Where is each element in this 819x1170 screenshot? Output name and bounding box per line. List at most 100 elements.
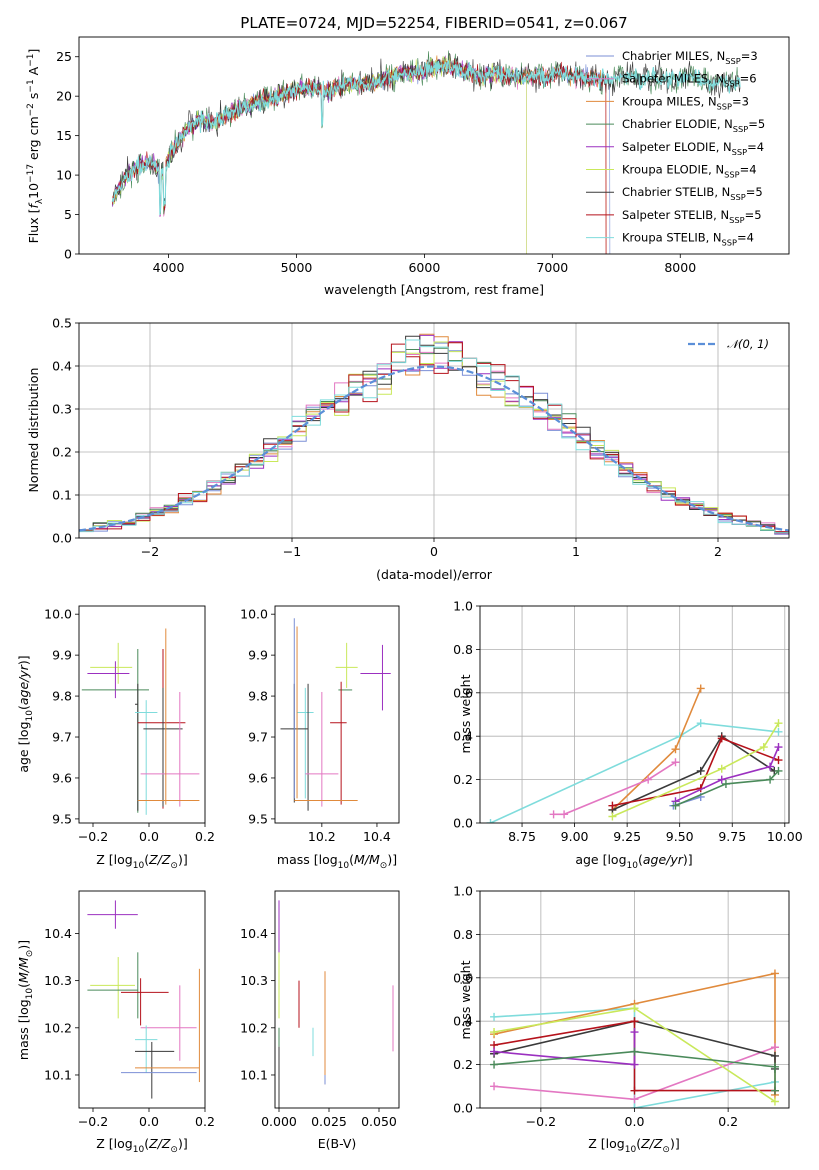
legend-label: Kroupa MILES, NSSP=3 bbox=[622, 94, 749, 111]
weight-marker-kroupa_miles bbox=[671, 745, 680, 754]
weight-marker-salpeter_miles bbox=[770, 1043, 779, 1052]
y-tick-label: 0.6 bbox=[453, 970, 473, 985]
y-axis-label: age [log10(age/yr)] bbox=[16, 655, 35, 772]
y-tick-label: 0.8 bbox=[453, 642, 473, 657]
normal-curve bbox=[79, 365, 789, 532]
y-tick-label: 0.8 bbox=[453, 927, 473, 942]
axes-frame bbox=[78, 890, 206, 1109]
weight-marker-chabrier_elodie bbox=[774, 766, 783, 775]
axes-frame bbox=[78, 605, 206, 824]
weight-marker-kroupa_elodie bbox=[630, 1004, 639, 1013]
axes-age_vs_mass: 10.2 10.4 9.5 9.6 9.7 9.8 9.9 10.0 bbox=[240, 605, 400, 844]
y-tick-label: 0.0 bbox=[453, 816, 473, 831]
weight-line-salpeter_elodie bbox=[675, 746, 780, 803]
x-tick-label: 10.4 bbox=[363, 829, 391, 844]
weight-marker-kroupa_stelib bbox=[490, 1012, 499, 1021]
y-tick-label: 10.0 bbox=[44, 607, 72, 622]
y-tick-label: 9.9 bbox=[52, 648, 72, 663]
plot-area bbox=[87, 900, 200, 1099]
weight-marker-kroupa_stelib bbox=[486, 819, 495, 823]
weight-marker-kroupa_elodie bbox=[759, 743, 768, 752]
x-axis-label: age [log10(age/yr)] bbox=[575, 852, 692, 871]
weight-marker-salpeter_stelib bbox=[717, 734, 726, 743]
y-tick-label: 0.1 bbox=[52, 488, 72, 503]
y-tick-label: 20 bbox=[56, 89, 72, 104]
legend-label: Chabrier STELIB, NSSP=5 bbox=[622, 185, 763, 202]
weight-marker-chabrier_stelib bbox=[696, 766, 705, 775]
y-tick-label: 0.2 bbox=[453, 772, 473, 787]
weight-marker-chabrier_stelib bbox=[770, 1051, 779, 1060]
y-tick-label: 0.6 bbox=[453, 685, 473, 700]
weight-marker-salpeter_miles bbox=[644, 775, 653, 784]
weight-line-salpeter_miles bbox=[553, 761, 676, 816]
y-tick-label: 9.7 bbox=[248, 730, 268, 745]
weight-marker-salpeter_miles bbox=[630, 1095, 639, 1104]
axes-frame bbox=[78, 322, 790, 539]
weight-marker-kroupa_stelib bbox=[630, 1104, 639, 1108]
x-tick-label: 0.050 bbox=[361, 1114, 397, 1129]
weight-line-kroupa_stelib bbox=[490, 722, 779, 823]
x-tick-label: 0 bbox=[430, 544, 438, 559]
axes-frame bbox=[274, 605, 400, 824]
y-tick-label: 9.6 bbox=[52, 770, 72, 785]
weight-marker-salpeter_miles bbox=[560, 810, 569, 819]
x-tick-label: 2 bbox=[714, 544, 722, 559]
y-tick-label: 0.5 bbox=[52, 316, 72, 331]
y-tick-label: 0.3 bbox=[52, 402, 72, 417]
weight-marker-salpeter_stelib bbox=[774, 756, 783, 765]
plot-area bbox=[486, 684, 783, 823]
weight-line-kroupa_elodie bbox=[612, 722, 780, 818]
x-tick-label: 0.000 bbox=[261, 1114, 297, 1129]
y-axis-label: Flux [fλ10−17 erg cm−2 s−1 A−1] bbox=[26, 49, 45, 244]
x-tick-label: 0.0 bbox=[139, 1114, 159, 1129]
x-tick-label: −0.2 bbox=[526, 1114, 556, 1129]
y-tick-label: 10.4 bbox=[240, 926, 268, 941]
y-axis-label: mass weight bbox=[458, 960, 473, 1039]
weight-marker-kroupa_miles bbox=[770, 969, 779, 978]
x-tick-label: 1 bbox=[572, 544, 580, 559]
weight-marker-chabrier_elodie bbox=[671, 801, 680, 810]
histogram-kroupa_stelib bbox=[79, 339, 789, 534]
y-tick-label: 10.2 bbox=[240, 1020, 268, 1035]
legend-label: Salpeter MILES, NSSP=6 bbox=[622, 72, 757, 89]
axes-frame bbox=[479, 890, 790, 1109]
legend-label: Kroupa STELIB, NSSP=4 bbox=[622, 231, 754, 248]
y-tick-label: 0.0 bbox=[52, 531, 72, 546]
x-tick-label: 9.50 bbox=[666, 829, 694, 844]
axes-mass_vs_EBV: 0.000 0.025 0.050 10.1 10.2 10.3 10.4 bbox=[240, 890, 400, 1129]
x-tick-label: 10.00 bbox=[767, 829, 803, 844]
y-tick-label: 10.0 bbox=[240, 607, 268, 622]
y-tick-label: 9.6 bbox=[248, 770, 268, 785]
axes-frame bbox=[479, 605, 790, 824]
y-tick-label: 0.4 bbox=[52, 359, 72, 374]
x-tick-label: −1 bbox=[283, 544, 301, 559]
weight-line-kroupa_miles bbox=[493, 972, 776, 1095]
y-tick-label: 9.8 bbox=[248, 689, 268, 704]
x-tick-label: 9.75 bbox=[718, 829, 746, 844]
axes-mass_vs_Z: −0.2 0.0 0.2 10.1 10.2 10.3 10.4 bbox=[44, 890, 215, 1129]
y-tick-label: 5 bbox=[64, 207, 72, 222]
x-tick-label: 0.2 bbox=[195, 1114, 215, 1129]
x-tick-label: −0.2 bbox=[78, 829, 108, 844]
weight-line-chabrier_elodie bbox=[493, 1050, 776, 1091]
x-axis-label: mass [log10(M/M⊙)] bbox=[277, 852, 397, 871]
weight-line-chabrier_elodie bbox=[675, 770, 780, 807]
weight-marker-kroupa_stelib bbox=[696, 719, 705, 728]
y-tick-label: 9.5 bbox=[52, 811, 72, 826]
x-tick-label: 8000 bbox=[664, 260, 696, 275]
weight-marker-salpeter_stelib bbox=[630, 1017, 639, 1026]
weight-line-salpeter_stelib bbox=[612, 737, 779, 807]
legend-label: Kroupa ELODIE, NSSP=4 bbox=[622, 163, 757, 180]
weight-marker-salpeter_stelib bbox=[630, 1086, 639, 1095]
weight-marker-kroupa_elodie bbox=[774, 719, 783, 728]
weight-marker-kroupa_elodie bbox=[770, 1097, 779, 1106]
axes-massweight_vs_Z: −0.2 0.0 0.2 0.0 0.2 0.4 0.6 0.8 1.0 bbox=[453, 884, 790, 1129]
weight-marker-chabrier_elodie bbox=[766, 775, 775, 784]
x-tick-label: 7000 bbox=[536, 260, 568, 275]
plot-area bbox=[79, 333, 789, 535]
weight-marker-salpeter_miles bbox=[490, 1082, 499, 1091]
plot-area bbox=[278, 900, 394, 1108]
y-tick-label: 10 bbox=[56, 168, 72, 183]
x-axis-label: (data-model)/error bbox=[376, 567, 493, 582]
